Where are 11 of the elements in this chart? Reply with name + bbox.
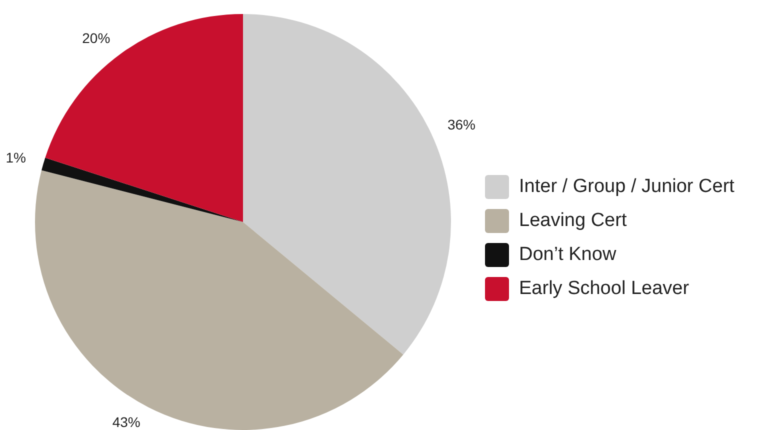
- legend-label: Leaving Cert: [519, 210, 628, 232]
- pie-slice: [35, 170, 404, 430]
- data-label: 36%: [447, 116, 476, 132]
- legend-label: Inter / Group / Junior Cert: [519, 176, 736, 198]
- data-label: 20%: [82, 30, 110, 46]
- data-label: 1%: [6, 150, 26, 166]
- pie-slice: [42, 158, 243, 222]
- legend-label: Early School Leaver: [519, 278, 690, 300]
- pie-slice: [45, 14, 243, 222]
- legend-label: Don’t Know: [519, 244, 616, 266]
- data-label: 43%: [112, 414, 140, 430]
